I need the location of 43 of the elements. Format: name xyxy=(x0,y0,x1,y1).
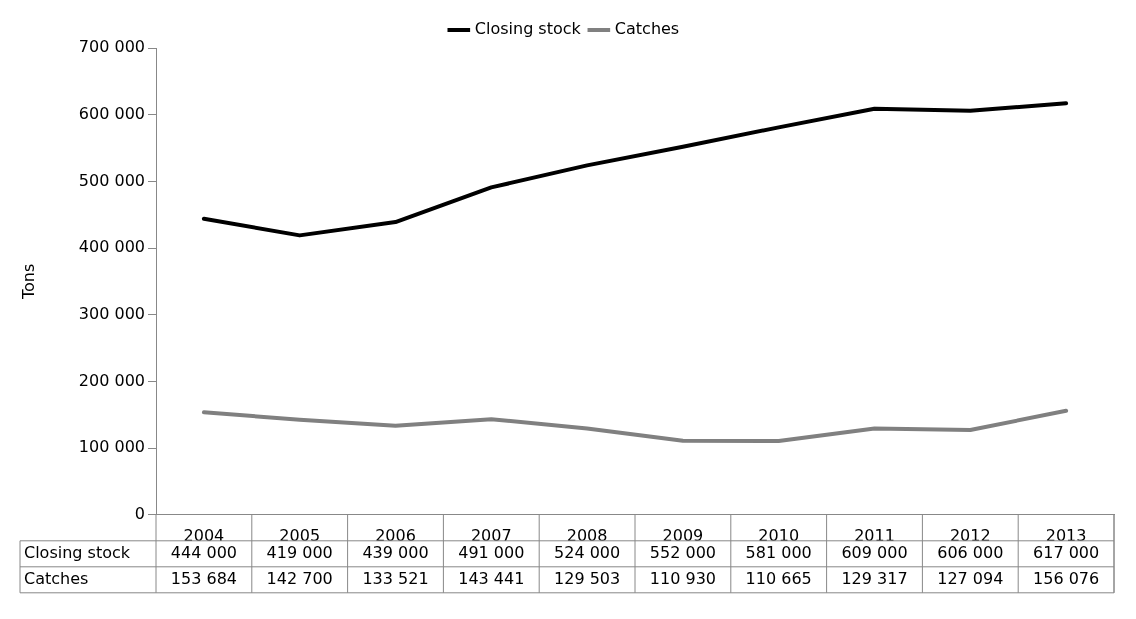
data-label: 444 000 xyxy=(170,542,237,562)
y-tick-label: 400 000 xyxy=(78,237,145,257)
data-label: 143 441 xyxy=(458,568,525,588)
data-label: 581 000 xyxy=(745,542,812,562)
data-label: 127 094 xyxy=(937,568,1004,588)
x-tick-label: 2005 xyxy=(279,525,321,545)
legend-label: Catches xyxy=(614,19,680,39)
data-label: 606 000 xyxy=(937,542,1004,562)
data-label: 552 000 xyxy=(649,542,716,562)
y-tick-label: 100 000 xyxy=(78,437,145,457)
y-tick-label: 300 000 xyxy=(78,303,145,323)
data-label: 156 076 xyxy=(1033,568,1100,588)
x-tick-label: 2010 xyxy=(758,525,800,545)
x-tick-label: 2007 xyxy=(470,525,512,545)
data-label: 110 665 xyxy=(745,568,812,588)
data-label: 129 317 xyxy=(841,568,908,588)
data-label: 110 930 xyxy=(649,568,716,588)
x-tick-label: 2006 xyxy=(375,525,416,545)
x-tick-label: 2009 xyxy=(662,525,704,545)
y-tick-label: 200 000 xyxy=(78,370,145,390)
data-label: 142 700 xyxy=(266,568,333,588)
data-label: 133 521 xyxy=(362,568,429,588)
legend-label: Closing stock xyxy=(474,19,582,39)
data-label: 609 000 xyxy=(841,542,908,562)
x-tick-label: 2013 xyxy=(1045,525,1087,545)
x-tick-label: 2012 xyxy=(949,525,991,545)
data-label: 491 000 xyxy=(458,542,525,562)
y-axis-title: Tons xyxy=(18,263,38,301)
data-label: 153 684 xyxy=(170,568,237,588)
data-label: 129 503 xyxy=(554,568,621,588)
data-label: 419 000 xyxy=(266,542,333,562)
data-label: 617 000 xyxy=(1033,542,1100,562)
y-tick-label: 0 xyxy=(134,503,145,523)
y-tick-label: 600 000 xyxy=(78,103,145,123)
x-tick-label: 2008 xyxy=(566,525,608,545)
data-label: 439 000 xyxy=(362,542,429,562)
text: Catches xyxy=(24,568,89,588)
y-tick-label: 700 000 xyxy=(78,37,145,57)
x-tick-label: 2004 xyxy=(183,525,225,545)
data-label: 524 000 xyxy=(554,542,621,562)
text: Closing stock xyxy=(24,542,131,562)
x-tick-label: 2011 xyxy=(854,525,895,545)
y-tick-label: 500 000 xyxy=(78,170,145,190)
